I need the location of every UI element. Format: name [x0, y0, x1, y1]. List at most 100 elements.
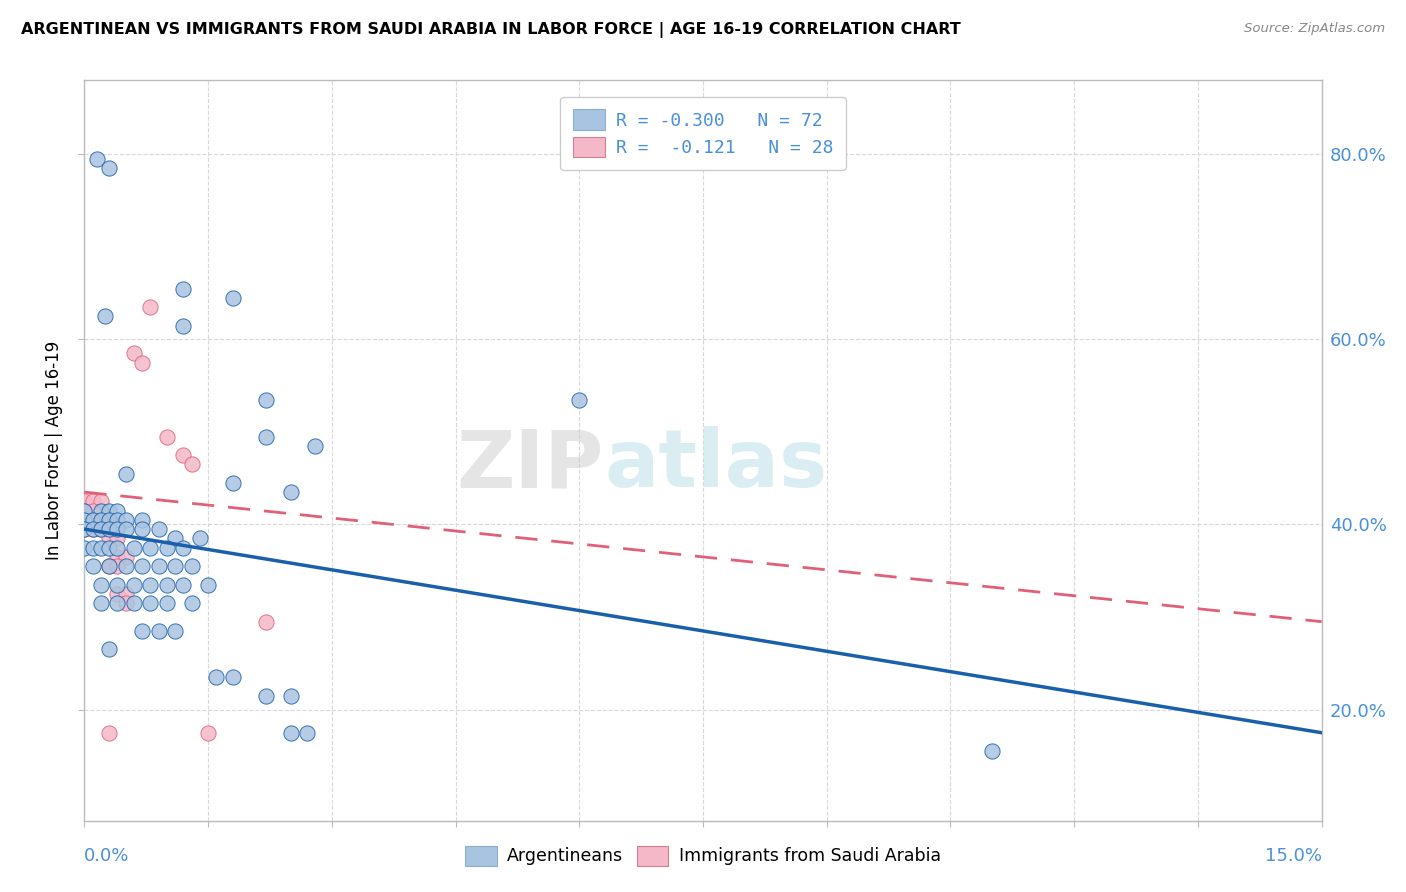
- Text: Source: ZipAtlas.com: Source: ZipAtlas.com: [1244, 22, 1385, 36]
- Point: [254, 615, 277, 629]
- Point: [139, 541, 162, 555]
- Point: [280, 485, 302, 500]
- Text: ZIP: ZIP: [457, 426, 605, 504]
- Point: [82, 522, 104, 536]
- Legend: Argentineans, Immigrants from Saudi Arabia: Argentineans, Immigrants from Saudi Arab…: [458, 838, 948, 872]
- Point: [82, 541, 104, 555]
- Point: [156, 577, 179, 591]
- Point: [131, 513, 153, 527]
- Point: [98, 725, 121, 739]
- Point: [254, 429, 277, 443]
- Point: [90, 522, 112, 536]
- Point: [172, 541, 194, 555]
- Point: [222, 670, 245, 684]
- Point: [114, 522, 136, 536]
- Text: 0.0%: 0.0%: [84, 847, 129, 864]
- Point: [98, 541, 121, 555]
- Point: [73, 541, 96, 555]
- Point: [105, 522, 128, 536]
- Point: [105, 596, 128, 610]
- Point: [568, 392, 591, 407]
- Point: [114, 587, 136, 601]
- Y-axis label: In Labor Force | Age 16-19: In Labor Force | Age 16-19: [45, 341, 63, 560]
- Text: ARGENTINEAN VS IMMIGRANTS FROM SAUDI ARABIA IN LABOR FORCE | AGE 16-19 CORRELATI: ARGENTINEAN VS IMMIGRANTS FROM SAUDI ARA…: [21, 22, 960, 38]
- Point: [172, 281, 194, 295]
- Point: [197, 725, 219, 739]
- Point: [82, 522, 104, 536]
- Point: [98, 559, 121, 574]
- Point: [98, 513, 121, 527]
- Point: [222, 291, 245, 305]
- Point: [304, 439, 326, 453]
- Point: [254, 392, 277, 407]
- Point: [295, 725, 318, 739]
- Point: [180, 458, 202, 472]
- Point: [105, 559, 128, 574]
- Point: [114, 596, 136, 610]
- Point: [90, 494, 112, 508]
- Point: [148, 559, 170, 574]
- Point: [172, 318, 194, 333]
- Point: [197, 577, 219, 591]
- Point: [105, 549, 128, 564]
- Point: [188, 532, 211, 546]
- Text: atlas: atlas: [605, 426, 827, 504]
- Point: [114, 513, 136, 527]
- Point: [82, 494, 104, 508]
- Point: [98, 559, 121, 574]
- Point: [90, 522, 112, 536]
- Point: [105, 532, 128, 546]
- Point: [90, 541, 112, 555]
- Point: [105, 503, 128, 517]
- Text: 15.0%: 15.0%: [1264, 847, 1322, 864]
- Point: [139, 596, 162, 610]
- Point: [98, 161, 121, 176]
- Point: [122, 541, 145, 555]
- Point: [280, 725, 302, 739]
- Point: [82, 559, 104, 574]
- Point: [180, 559, 202, 574]
- Point: [172, 577, 194, 591]
- Point: [122, 577, 145, 591]
- Point: [156, 429, 179, 443]
- Point: [90, 596, 112, 610]
- Point: [82, 513, 104, 527]
- Point: [98, 513, 121, 527]
- Point: [90, 513, 112, 527]
- Point: [105, 513, 128, 527]
- Point: [90, 577, 112, 591]
- Point: [148, 522, 170, 536]
- Point: [156, 541, 179, 555]
- Point: [73, 513, 96, 527]
- Point: [139, 577, 162, 591]
- Point: [73, 503, 96, 517]
- Point: [114, 549, 136, 564]
- Point: [98, 642, 121, 657]
- Point: [105, 541, 128, 555]
- Legend: R = -0.300   N = 72, R =  -0.121   N = 28: R = -0.300 N = 72, R = -0.121 N = 28: [560, 96, 846, 170]
- Point: [90, 503, 112, 517]
- Point: [156, 596, 179, 610]
- Point: [254, 689, 277, 703]
- Point: [98, 503, 121, 517]
- Point: [73, 503, 96, 517]
- Point: [131, 522, 153, 536]
- Point: [82, 503, 104, 517]
- Point: [73, 494, 96, 508]
- Point: [165, 559, 187, 574]
- Point: [139, 300, 162, 314]
- Point: [98, 522, 121, 536]
- Point: [114, 467, 136, 481]
- Point: [148, 624, 170, 638]
- Point: [222, 475, 245, 490]
- Point: [98, 532, 121, 546]
- Point: [122, 596, 145, 610]
- Point: [165, 532, 187, 546]
- Point: [105, 577, 128, 591]
- Point: [73, 522, 96, 536]
- Point: [205, 670, 228, 684]
- Point: [114, 559, 136, 574]
- Point: [172, 448, 194, 462]
- Point: [280, 689, 302, 703]
- Point: [105, 587, 128, 601]
